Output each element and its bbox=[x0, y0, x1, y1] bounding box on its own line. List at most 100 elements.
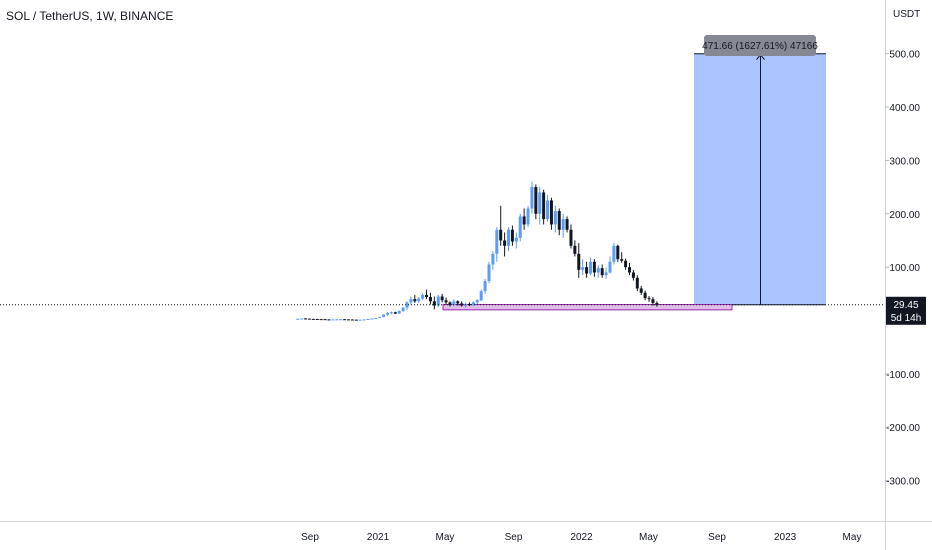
candle[interactable] bbox=[635, 275, 639, 292]
candle[interactable] bbox=[616, 244, 620, 262]
candle-body bbox=[389, 312, 393, 314]
candle[interactable] bbox=[565, 216, 569, 233]
candle[interactable] bbox=[499, 205, 503, 246]
candle[interactable] bbox=[608, 256, 612, 274]
candle[interactable] bbox=[444, 297, 448, 305]
symbol-legend[interactable]: SOL / TetherUS, 1W, BINANCE bbox=[6, 9, 174, 23]
candle[interactable] bbox=[612, 243, 616, 265]
candle[interactable] bbox=[491, 251, 495, 270]
candle[interactable] bbox=[581, 259, 585, 276]
candle[interactable] bbox=[319, 318, 323, 321]
candle[interactable] bbox=[335, 319, 339, 321]
candle[interactable] bbox=[604, 268, 608, 279]
candle[interactable] bbox=[479, 289, 483, 302]
candle[interactable] bbox=[600, 264, 604, 278]
candle[interactable] bbox=[624, 258, 628, 270]
candle[interactable] bbox=[460, 301, 464, 307]
candle[interactable] bbox=[386, 311, 390, 316]
candle[interactable] bbox=[343, 319, 347, 321]
candle[interactable] bbox=[307, 318, 311, 320]
candle[interactable] bbox=[362, 319, 366, 321]
candle[interactable] bbox=[300, 318, 304, 320]
candle[interactable] bbox=[569, 224, 573, 249]
candle[interactable] bbox=[534, 184, 538, 220]
candle[interactable] bbox=[577, 243, 581, 278]
candle[interactable] bbox=[557, 208, 561, 236]
candle[interactable] bbox=[592, 259, 596, 277]
candle[interactable] bbox=[628, 262, 632, 276]
candle[interactable] bbox=[378, 316, 382, 319]
candle[interactable] bbox=[331, 319, 335, 321]
candle[interactable] bbox=[573, 240, 577, 257]
candle[interactable] bbox=[639, 285, 643, 295]
candle[interactable] bbox=[389, 311, 393, 315]
candle[interactable] bbox=[393, 311, 397, 315]
candle[interactable] bbox=[346, 319, 350, 321]
candle[interactable] bbox=[514, 232, 518, 249]
candle[interactable] bbox=[561, 213, 565, 238]
candle[interactable] bbox=[311, 318, 315, 320]
candle[interactable] bbox=[549, 197, 553, 230]
candle[interactable] bbox=[518, 213, 522, 242]
candle[interactable] bbox=[397, 310, 401, 315]
candle[interactable] bbox=[631, 269, 635, 281]
candle[interactable] bbox=[585, 261, 589, 278]
candle-series[interactable] bbox=[296, 181, 659, 321]
candle[interactable] bbox=[327, 319, 331, 321]
candle[interactable] bbox=[323, 318, 327, 321]
candle[interactable] bbox=[651, 297, 655, 306]
candle[interactable] bbox=[425, 289, 429, 300]
candle[interactable] bbox=[413, 294, 417, 303]
price-axis[interactable]: 500.00 400.00 300.00 200.00 100.00 -100.00 -20… bbox=[885, 50, 920, 488]
candle[interactable] bbox=[475, 299, 479, 305]
candle[interactable] bbox=[440, 293, 444, 303]
candle[interactable] bbox=[409, 296, 413, 305]
candle[interactable] bbox=[620, 252, 624, 263]
candle[interactable] bbox=[522, 208, 526, 230]
candle[interactable] bbox=[542, 189, 546, 225]
candle[interactable] bbox=[553, 205, 557, 233]
candle[interactable] bbox=[339, 319, 343, 321]
candle[interactable] bbox=[643, 290, 647, 301]
candle[interactable] bbox=[428, 292, 432, 305]
candle[interactable] bbox=[467, 302, 471, 307]
candle[interactable] bbox=[405, 301, 409, 310]
candle[interactable] bbox=[538, 187, 542, 225]
candle[interactable] bbox=[432, 296, 436, 310]
candle[interactable] bbox=[526, 205, 530, 228]
candle[interactable] bbox=[448, 301, 452, 307]
candle[interactable] bbox=[456, 300, 460, 306]
candle[interactable] bbox=[374, 317, 378, 319]
candle[interactable] bbox=[471, 301, 475, 307]
candle-body bbox=[343, 319, 347, 321]
candle[interactable] bbox=[366, 318, 370, 321]
candle[interactable] bbox=[647, 295, 651, 302]
candle[interactable] bbox=[588, 257, 592, 276]
candle[interactable] bbox=[596, 265, 600, 278]
candle[interactable] bbox=[401, 307, 405, 312]
candle[interactable] bbox=[358, 319, 362, 321]
candle[interactable] bbox=[296, 318, 300, 320]
candle[interactable] bbox=[507, 227, 511, 252]
candle[interactable] bbox=[655, 301, 659, 307]
candle[interactable] bbox=[546, 195, 550, 222]
candle[interactable] bbox=[436, 294, 440, 308]
candle[interactable] bbox=[530, 181, 534, 214]
candle[interactable] bbox=[382, 314, 386, 318]
candle[interactable] bbox=[487, 261, 491, 284]
support-zone-box[interactable] bbox=[442, 303, 733, 311]
candle[interactable] bbox=[503, 232, 507, 257]
candle[interactable] bbox=[350, 319, 354, 321]
time-axis[interactable]: Sep 2021 May Sep 2022 May Sep 2023 May bbox=[301, 532, 861, 543]
candle[interactable] bbox=[495, 227, 499, 262]
candle[interactable] bbox=[510, 225, 514, 246]
candle[interactable] bbox=[421, 293, 425, 301]
candle[interactable] bbox=[370, 318, 374, 320]
candle[interactable] bbox=[417, 297, 421, 303]
candle[interactable] bbox=[354, 319, 358, 321]
candle[interactable] bbox=[483, 278, 487, 294]
candle[interactable] bbox=[315, 318, 319, 321]
candle[interactable] bbox=[304, 318, 308, 320]
